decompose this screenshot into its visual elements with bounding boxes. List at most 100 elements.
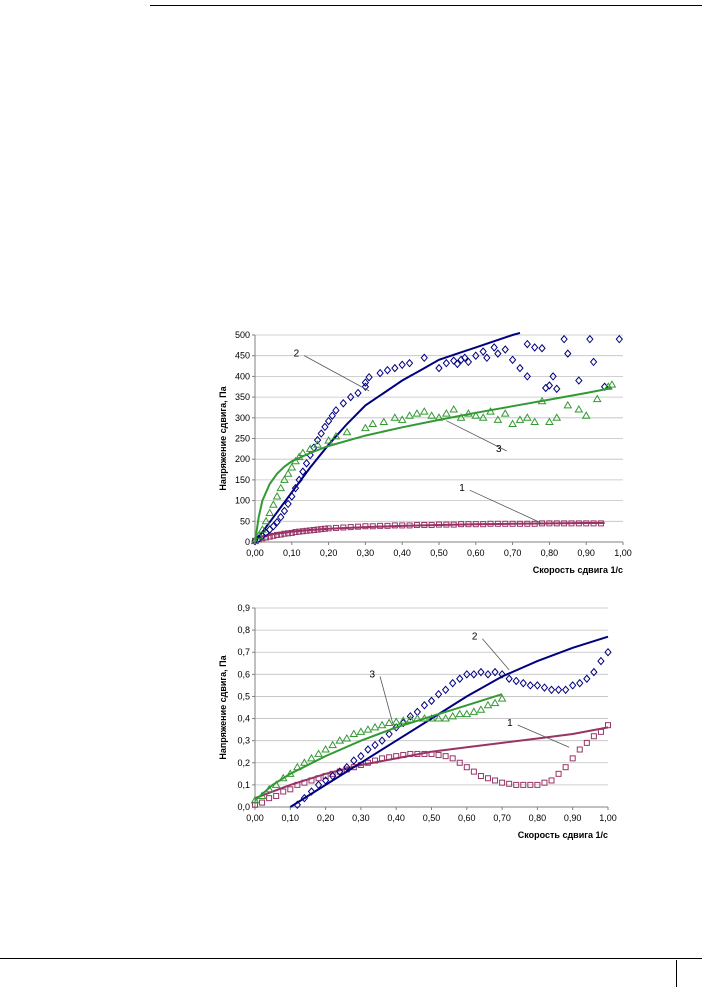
x-tick-label: 0,10 xyxy=(283,548,301,558)
data-point-diamond xyxy=(464,357,473,367)
data-point-square xyxy=(492,777,499,784)
data-point-triangle xyxy=(515,415,525,423)
data-point-diamond xyxy=(533,681,542,690)
y-tick-label: 450 xyxy=(235,351,250,361)
data-point-square xyxy=(287,786,294,793)
data-point-triangle xyxy=(390,413,400,421)
data-point-diamond xyxy=(307,787,316,796)
annotation-leader-3 xyxy=(379,676,394,724)
data-point-diamond xyxy=(597,656,605,666)
x-tick-label: 0,80 xyxy=(541,548,559,558)
y-tick-label: 0,3 xyxy=(237,736,250,746)
data-point-triangle xyxy=(321,745,330,753)
x-tick-label: 0,40 xyxy=(387,813,405,823)
annotation-label-1: 1 xyxy=(459,483,465,494)
x-tick-label: 0,00 xyxy=(246,548,264,558)
data-point-diamond xyxy=(491,667,499,677)
data-point-diamond xyxy=(463,670,471,679)
fit-line-3 xyxy=(254,387,613,543)
data-point-square xyxy=(435,752,442,759)
series-1 xyxy=(252,722,611,808)
data-point-diamond xyxy=(284,499,292,509)
data-point-diamond xyxy=(435,363,443,373)
annotation-leader-1 xyxy=(469,489,543,524)
data-point-diamond xyxy=(277,512,285,522)
series-2 xyxy=(251,331,623,546)
data-point-diamond xyxy=(324,416,333,426)
data-point-square xyxy=(499,779,506,786)
data-point-triangle xyxy=(412,409,422,417)
series-3 xyxy=(250,380,617,545)
x-tick-label: 0,40 xyxy=(393,548,411,558)
data-point-triangle xyxy=(314,749,323,757)
data-point-triangle xyxy=(269,500,278,508)
data-point-triangle xyxy=(379,417,389,425)
y-tick-label: 250 xyxy=(235,434,250,444)
x-tick-label: 0,20 xyxy=(320,548,338,558)
data-point-diamond xyxy=(361,382,370,392)
fit-line-1 xyxy=(254,522,605,541)
data-point-triangle xyxy=(592,394,602,403)
data-point-diamond xyxy=(427,696,436,706)
data-point-square xyxy=(590,733,597,740)
chart-lower: 0,0 0,1 0,2 0,3 0,4 0,5 0,6 0,7 0,8 0,9 0,00 0,10 0,… xyxy=(218,603,617,840)
data-point-diamond xyxy=(378,736,386,745)
data-point-diamond xyxy=(376,368,384,378)
data-point-triangle xyxy=(313,440,322,448)
data-point-diamond xyxy=(449,678,457,688)
x-tick-label: 0,70 xyxy=(493,813,511,823)
data-point-square xyxy=(534,781,541,788)
data-point-triangle xyxy=(324,436,333,444)
data-point-triangle xyxy=(250,536,260,545)
data-point-diamond xyxy=(490,343,498,352)
data-point-diamond xyxy=(508,355,517,365)
y-tick-label: 100 xyxy=(235,496,250,506)
annotation-label-3: 3 xyxy=(496,444,502,455)
data-point-diamond xyxy=(483,353,491,363)
data-point-triangle xyxy=(368,419,378,428)
y-tick-label: 0,4 xyxy=(237,714,250,724)
data-point-triangle xyxy=(283,469,293,477)
x-tick-label: 0,70 xyxy=(504,548,522,558)
data-point-diamond xyxy=(547,685,556,695)
data-point-diamond xyxy=(479,347,487,356)
data-point-diamond xyxy=(564,349,572,358)
y-tick-label: 0,1 xyxy=(237,780,250,790)
data-point-diamond xyxy=(405,358,414,368)
data-point-triangle xyxy=(331,431,341,440)
data-point-diamond xyxy=(461,353,469,363)
data-point-triangle xyxy=(276,483,286,492)
data-point-triangle xyxy=(361,423,370,432)
data-point-diamond xyxy=(406,712,414,721)
fit-line-2 xyxy=(289,635,609,808)
series-1 xyxy=(252,520,605,544)
data-point-diamond xyxy=(450,356,458,365)
data-point-triangle xyxy=(497,694,507,702)
data-point-diamond xyxy=(291,483,300,493)
data-point-diamond xyxy=(365,372,373,382)
y-tick-label: 350 xyxy=(235,392,250,402)
y-tick-label: 500 xyxy=(235,330,250,340)
data-point-diamond xyxy=(576,678,584,688)
x-axis-label: Скорость сдвига 1/с xyxy=(518,830,608,840)
data-point-triangle xyxy=(377,720,387,729)
x-tick-label: 0,50 xyxy=(423,813,441,823)
data-point-diamond xyxy=(560,334,568,344)
data-point-triangle xyxy=(405,411,414,419)
data-point-diamond xyxy=(519,678,527,688)
y-tick-label: 0,8 xyxy=(237,625,250,635)
data-point-diamond xyxy=(456,674,464,684)
y-tick-label: 0,5 xyxy=(237,691,250,701)
data-point-diamond xyxy=(441,685,450,695)
data-point-triangle xyxy=(280,475,289,483)
data-point-square xyxy=(555,770,562,777)
data-point-triangle xyxy=(257,525,267,533)
x-tick-label: 0,60 xyxy=(467,548,485,558)
data-point-diamond xyxy=(540,683,549,692)
data-point-triangle xyxy=(342,427,352,436)
data-point-triangle xyxy=(419,407,429,415)
x-tick-label: 0,50 xyxy=(430,548,448,558)
data-point-triangle xyxy=(397,415,407,423)
data-point-diamond xyxy=(269,521,278,531)
data-point-square xyxy=(259,799,266,806)
